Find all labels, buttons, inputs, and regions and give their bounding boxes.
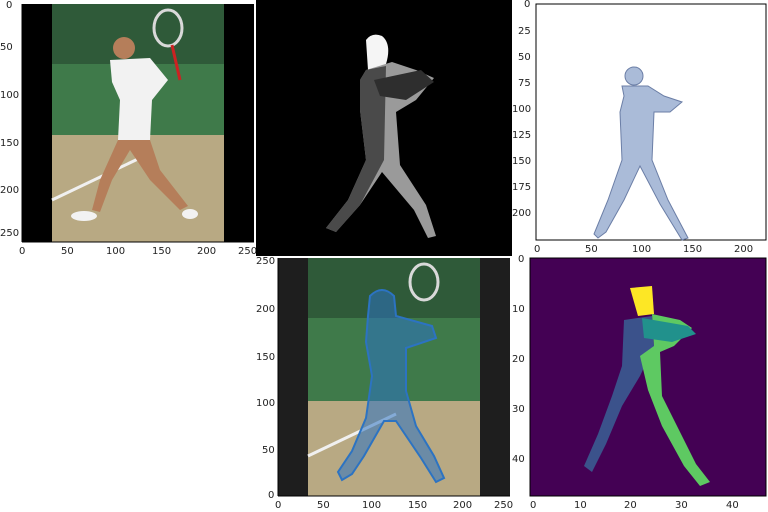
- mesh-y-tick: 175: [512, 182, 532, 193]
- heatmap-right-body: [640, 314, 710, 486]
- mesh-y-tick: 100: [512, 104, 532, 115]
- heatmap-left-body: [584, 316, 654, 472]
- player-head: [113, 37, 135, 59]
- photo-x-tick: 150: [152, 246, 172, 257]
- depth-body-left: [326, 66, 386, 232]
- photo-panel: 0 50 100 150 200 250 0 50 100 150 200 25…: [0, 0, 258, 262]
- mesh-y-tick: 200: [512, 208, 532, 219]
- photo-y-tick: 100: [0, 90, 20, 101]
- photo-court-line: [51, 156, 141, 202]
- mesh-panel: 0 25 50 75 100 125 150 175 200 0 50 100 …: [512, 0, 768, 262]
- racket-head: [152, 8, 184, 48]
- overlay-y-tick: 200: [256, 304, 276, 315]
- mesh-y-tick: 75: [518, 78, 531, 89]
- overlay-y-tick: 250: [256, 256, 276, 267]
- overlay-racket: [408, 262, 440, 302]
- heatmap-panel: 0 10 20 30 40 0 10 20 30 40: [512, 254, 768, 512]
- mesh-x-tick: 100: [632, 244, 652, 255]
- photo-x-tick: 50: [61, 246, 74, 257]
- heatmap-axes: [529, 257, 767, 497]
- heatmap-y-tick: 30: [512, 404, 525, 415]
- overlay-y-tick: 100: [256, 398, 276, 409]
- heatmap-y-tick: 40: [512, 454, 525, 465]
- mesh-y-tick: 125: [512, 130, 532, 141]
- mesh-x-tick: 50: [585, 244, 598, 255]
- overlay-x-tick: 50: [317, 500, 330, 511]
- depth-panel: [256, 0, 512, 256]
- overlay-x-tick: 150: [408, 500, 428, 511]
- mesh-x-tick: 0: [534, 244, 541, 255]
- depth-head: [366, 34, 389, 72]
- depth-arm: [374, 70, 434, 100]
- player-shirt: [110, 58, 168, 140]
- overlay-y-tick: 0: [268, 490, 275, 501]
- overlay-panel: 250 200 150 100 50 0 0 50 100 150 200 25…: [256, 256, 514, 512]
- heatmap-arm-region: [642, 318, 696, 342]
- overlay-x-tick: 100: [362, 500, 382, 511]
- mesh-y-tick: 50: [518, 52, 531, 63]
- heatmap-x-tick: 40: [726, 500, 739, 511]
- heatmap-y-tick: 0: [518, 254, 525, 265]
- overlay-y-tick: 50: [262, 445, 275, 456]
- depth-image: [256, 0, 512, 256]
- mesh-x-tick: 200: [734, 244, 754, 255]
- photo-y-tick: 250: [0, 228, 20, 239]
- mesh-body: [593, 85, 689, 241]
- mesh-x-tick: 150: [683, 244, 703, 255]
- photo-stands: [52, 4, 224, 64]
- overlay-x-tick: 250: [494, 500, 514, 511]
- mesh-y-tick: 0: [524, 0, 531, 10]
- photo-y-tick: 50: [0, 42, 13, 53]
- mesh-y-tick: 150: [512, 156, 532, 167]
- heatmap-head-region: [630, 286, 654, 316]
- photo-x-tick: 100: [106, 246, 126, 257]
- photo-x-tick: 250: [238, 246, 258, 257]
- photo-x-tick: 200: [197, 246, 217, 257]
- mesh-axes: [535, 3, 767, 241]
- heatmap-x-tick: 30: [675, 500, 688, 511]
- overlay-x-tick: 0: [275, 500, 282, 511]
- heatmap-x-tick: 20: [624, 500, 637, 511]
- mesh-head: [624, 66, 644, 86]
- heatmap-y-tick: 20: [512, 354, 525, 365]
- overlay-x-tick: 200: [453, 500, 473, 511]
- player-shoe-left: [71, 211, 97, 221]
- overlay-y-tick: 150: [256, 352, 276, 363]
- heatmap-x-tick: 0: [530, 500, 537, 511]
- overlay-mesh-vertices: [336, 289, 446, 484]
- photo-axes: [21, 4, 254, 243]
- player-legs: [92, 140, 188, 212]
- photo-y-tick: 200: [0, 185, 20, 196]
- player-shoe-right: [182, 209, 198, 219]
- photo-x-tick: 0: [19, 246, 26, 257]
- heatmap-y-tick: 10: [512, 304, 525, 315]
- heatmap-x-tick: 10: [574, 500, 587, 511]
- mesh-y-tick: 25: [518, 26, 531, 37]
- racket-handle: [170, 44, 182, 81]
- photo-y-tick: 0: [6, 0, 13, 11]
- photo-y-tick: 150: [0, 138, 20, 149]
- overlay-axes: [277, 258, 510, 497]
